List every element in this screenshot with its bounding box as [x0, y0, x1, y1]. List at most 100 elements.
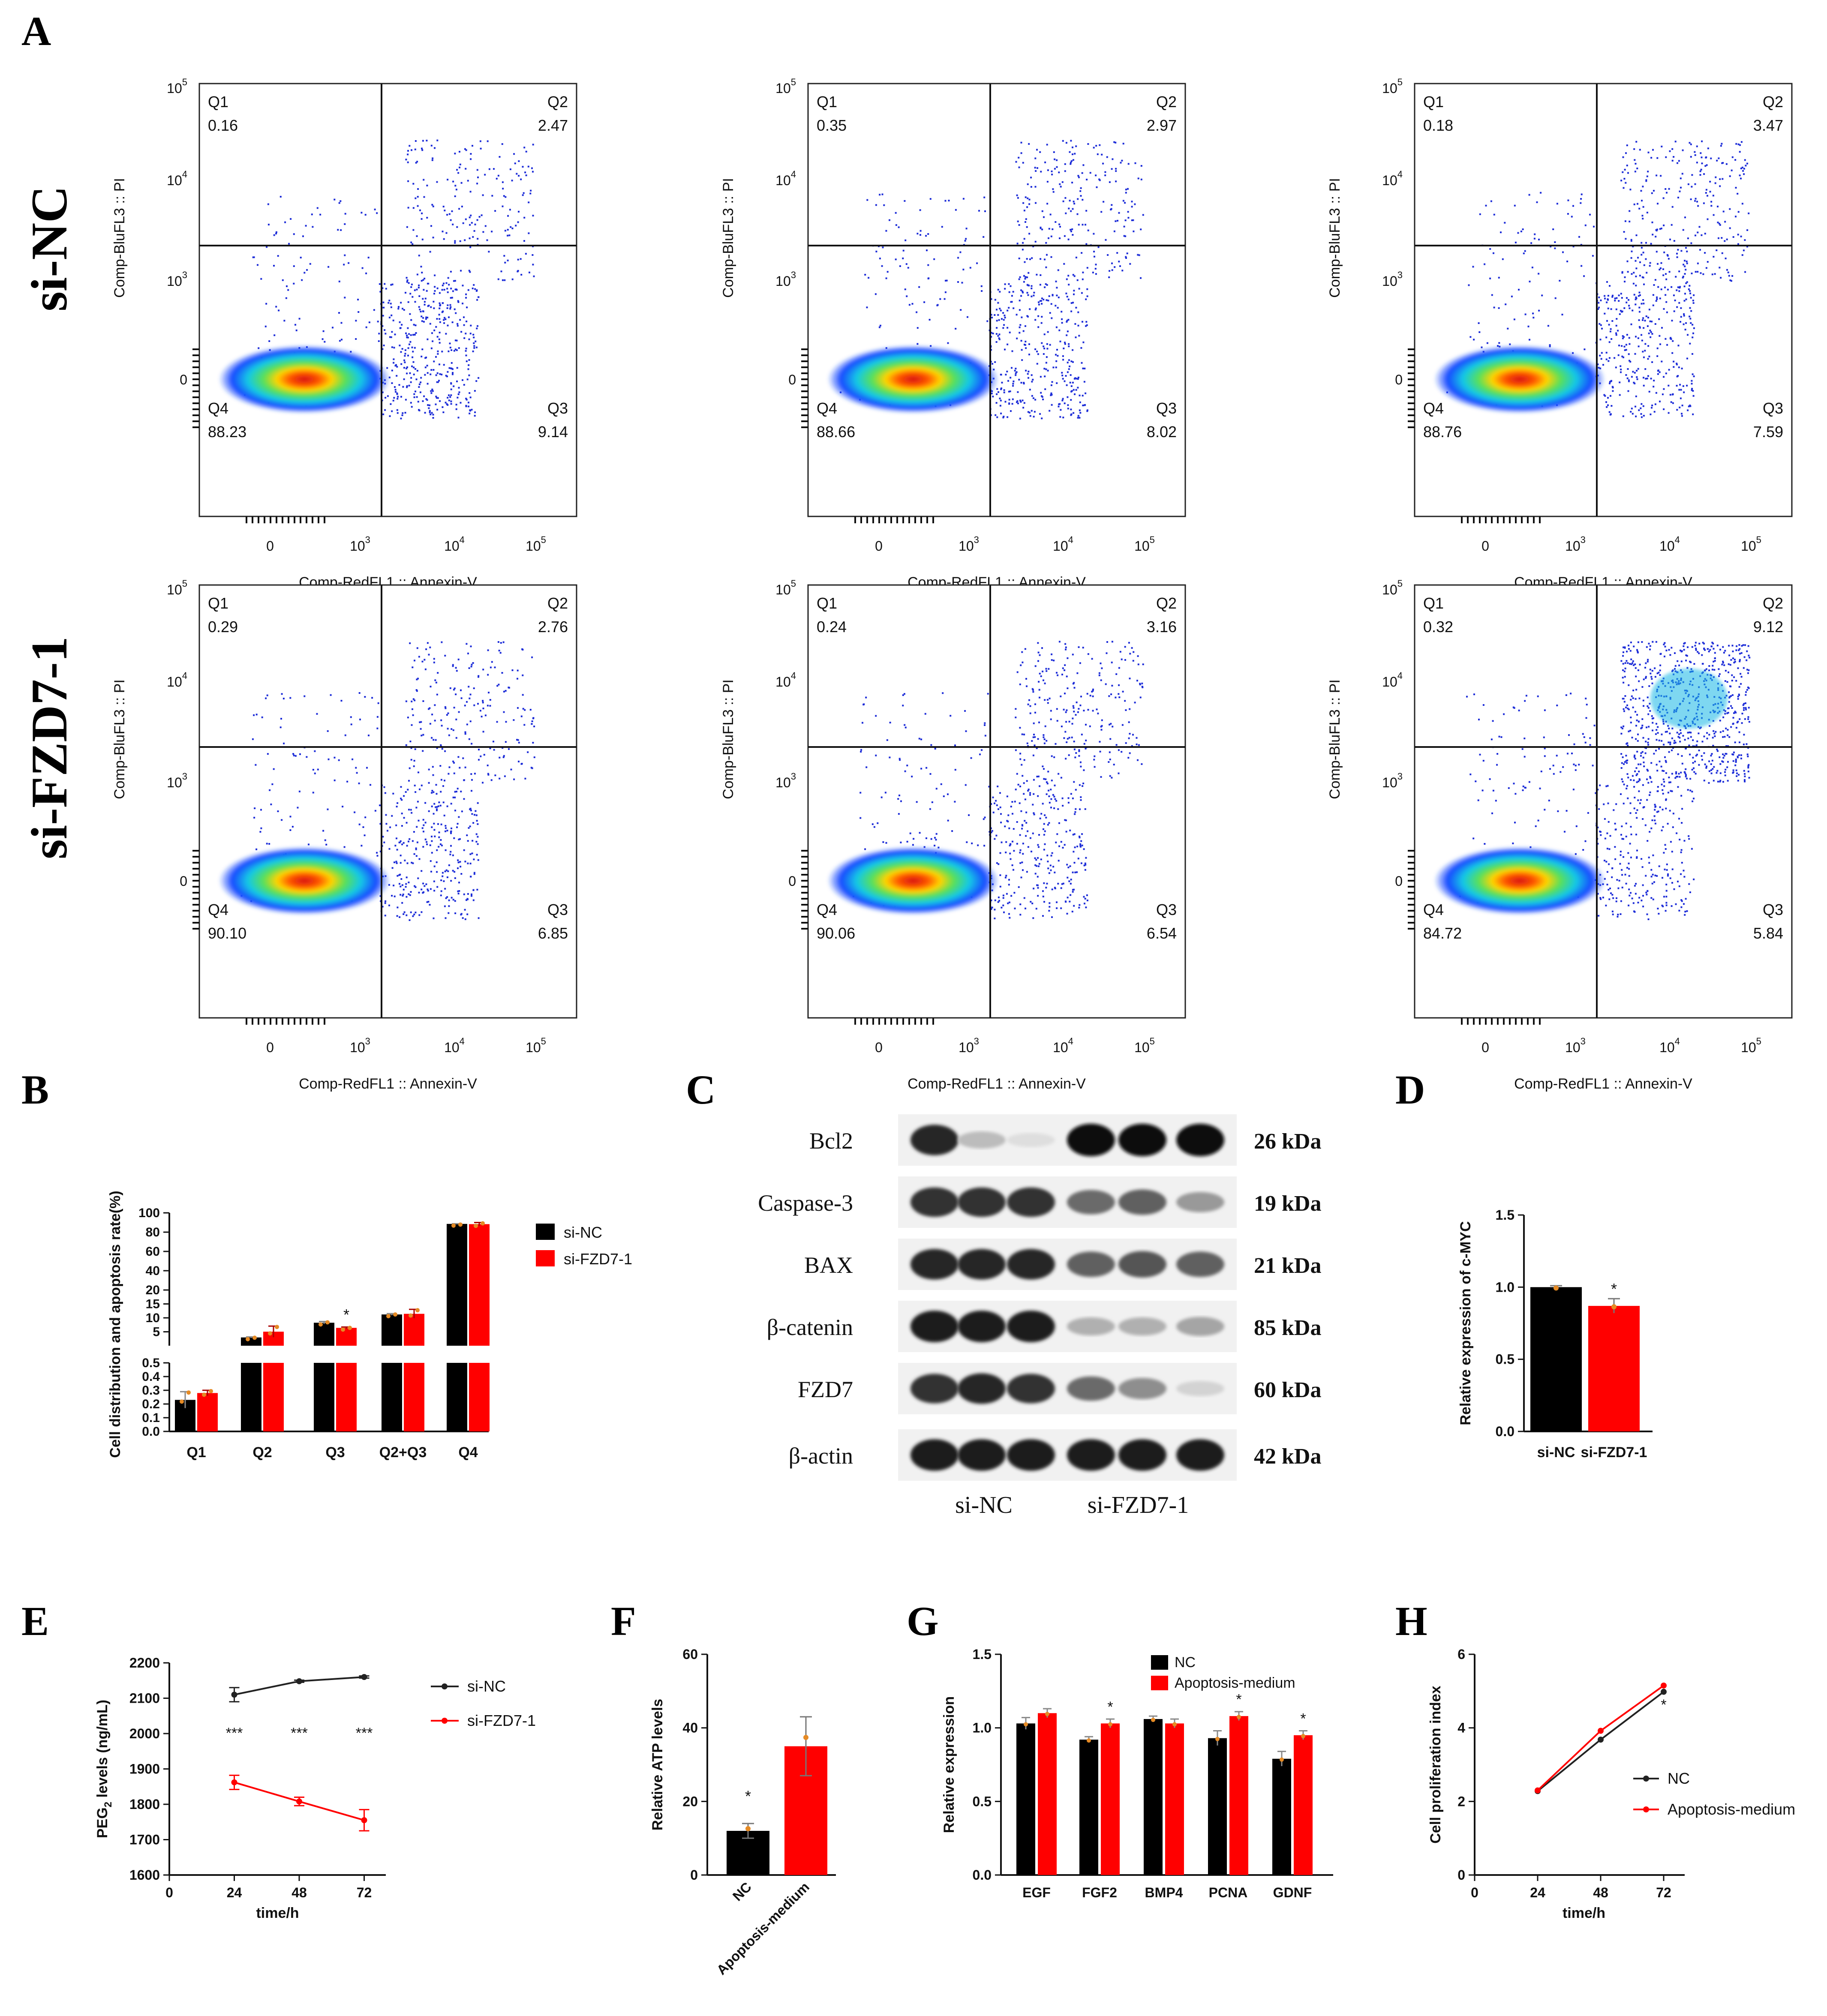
significance-mark: * — [1611, 1280, 1617, 1298]
y-tick-exponent: 5 — [791, 77, 796, 87]
x-tick-label: 0 — [1481, 538, 1489, 554]
y-tick-label: 104 — [167, 169, 187, 188]
blot-band — [1176, 1317, 1224, 1336]
x-tick-exponent: 5 — [541, 1036, 546, 1047]
legend-marker — [442, 1718, 448, 1724]
y-tick-label: 80 — [146, 1225, 160, 1239]
significance-mark: * — [1236, 1692, 1241, 1708]
data-point — [1301, 1734, 1305, 1738]
x-axis-label: time/h — [1563, 1905, 1605, 1921]
y-tick-label: 6 — [1457, 1647, 1465, 1662]
x-tick-label: GDNF — [1273, 1885, 1312, 1900]
blot-band — [1176, 1381, 1224, 1396]
blot-band — [1118, 1439, 1166, 1471]
blot-band — [958, 1373, 1006, 1404]
x-tick-label: 104 — [1659, 534, 1680, 554]
data-point — [458, 1222, 463, 1227]
x-tick-label: 103 — [350, 534, 370, 554]
bar-Apoptosis-medium — [1165, 1723, 1184, 1875]
flow-plot-4: Q1 0.29 Q2 2.76 Q3 6.85 Q4 90.10 0 103 104 105 0 103 1… — [111, 578, 577, 1092]
x-tick-label: EGF — [1022, 1885, 1051, 1900]
quadrant-value: 8.02 — [1147, 423, 1177, 441]
x-tick-label: 24 — [227, 1885, 242, 1900]
panel-e-line-chart: 1600 1700 1800 1900 2000 2100 2200 0 24 48 72 time/… — [94, 1655, 536, 1921]
y-tick-exponent: 4 — [791, 169, 796, 180]
data-point — [296, 1798, 302, 1805]
x-tick-label: 72 — [357, 1885, 372, 1900]
panel-f-bar-chart: 0 20 40 60 Relative ATP levels NCApoptosis-me… — [649, 1647, 836, 1978]
row-label-si-nc: si-NC — [21, 186, 78, 311]
quadrant-value: 5.84 — [1753, 924, 1783, 942]
bar-si-FZD7-1 — [263, 1363, 284, 1431]
significance-mark: *** — [291, 1725, 308, 1741]
quadrant-name: Q3 — [547, 901, 568, 918]
y-tick-label: 105 — [775, 77, 796, 96]
quadrant-name: Q2 — [1763, 93, 1783, 111]
blot-band — [1118, 1124, 1166, 1156]
quadrant-value: 0.18 — [1423, 117, 1453, 134]
plot-frame — [198, 584, 577, 1019]
bar-si-NC — [1530, 1287, 1582, 1431]
y-tick-exponent: 4 — [182, 169, 187, 180]
y-tick-label: 103 — [167, 270, 187, 289]
quadrant-name: Q4 — [208, 399, 228, 417]
x-tick-label: 48 — [1593, 1885, 1608, 1900]
quadrant-name: Q2 — [547, 93, 568, 111]
y-tick-label: 20 — [682, 1794, 698, 1809]
data-point — [186, 1390, 191, 1395]
protein-size: 60 kDa — [1254, 1378, 1321, 1402]
x-tick-label: Q1 — [186, 1444, 206, 1461]
y-tick-label: 0 — [1395, 873, 1403, 889]
y-tick-label: 2000 — [129, 1726, 160, 1741]
legend-label: si-FZD7-1 — [467, 1712, 536, 1729]
y-tick-label: 103 — [167, 771, 187, 790]
data-point — [1661, 1689, 1667, 1695]
scatter-points — [827, 641, 1144, 919]
legend-swatch — [1151, 1655, 1168, 1670]
y-tick-label: 104 — [775, 169, 796, 188]
x-tick-exponent: 4 — [1675, 1036, 1680, 1047]
quadrant-name: Q1 — [817, 594, 837, 612]
y-tick-exponent: 3 — [791, 270, 796, 280]
x-tick-label: 105 — [1134, 1036, 1155, 1055]
y-tick-label: 103 — [1382, 270, 1403, 289]
bar-si-NC — [241, 1363, 261, 1431]
density-core — [219, 345, 390, 414]
y-axis-label-rest: levels (ng/mL) — [94, 1700, 111, 1802]
bar-si-NC — [447, 1224, 467, 1290]
quadrant-value: 6.54 — [1147, 924, 1177, 942]
legend-marker — [1643, 1806, 1649, 1812]
scatter-points — [827, 140, 1144, 420]
data-point — [1024, 1722, 1028, 1727]
blot-band — [1118, 1251, 1166, 1278]
y-tick-label: 0.4 — [142, 1370, 160, 1384]
y-axis-label-sub: 2 — [102, 1802, 114, 1807]
bar-Apoptosis-medium — [1229, 1716, 1248, 1875]
quadrant-name: Q1 — [208, 594, 228, 612]
y-tick-label: 0.0 — [1496, 1424, 1514, 1439]
data-point — [409, 1313, 413, 1318]
y-tick-label: 4 — [1457, 1720, 1465, 1736]
bar-NC — [1016, 1723, 1035, 1875]
blot-band — [958, 1249, 1006, 1280]
data-point — [1237, 1715, 1241, 1719]
bar-si-NC — [314, 1323, 334, 1346]
x-tick-label: 105 — [1134, 534, 1155, 554]
y-tick-label: 0.5 — [142, 1356, 160, 1370]
bar-NC — [1079, 1740, 1098, 1875]
x-tick-label: 105 — [526, 534, 546, 554]
data-point — [252, 1335, 257, 1340]
y-axis-label: Comp-BluFL3 :: PI — [1327, 178, 1343, 298]
blot-band — [958, 1187, 1006, 1217]
x-tick-label: 105 — [1741, 1036, 1761, 1055]
x-tick-label: 0 — [875, 538, 883, 554]
y-tick-label: 10 — [146, 1311, 160, 1325]
y-tick-label: 104 — [1382, 670, 1403, 690]
blot-band — [910, 1374, 959, 1404]
data-point — [296, 1678, 302, 1684]
x-tick-exponent: 5 — [1756, 1036, 1761, 1047]
data-point — [361, 1674, 367, 1680]
bar-si-NC — [447, 1290, 467, 1346]
